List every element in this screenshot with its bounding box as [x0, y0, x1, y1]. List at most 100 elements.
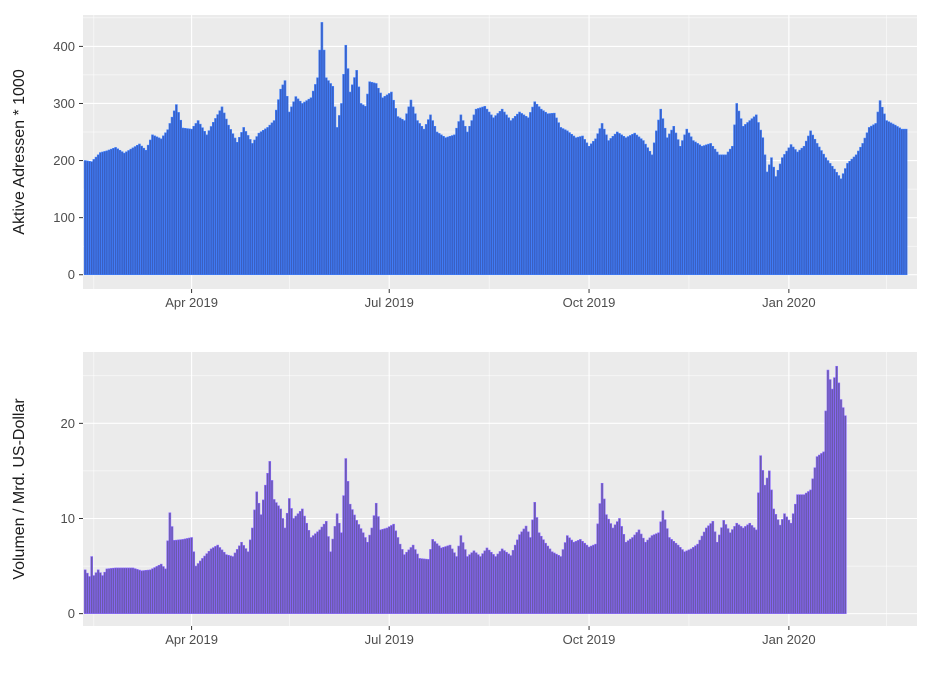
volume-bar	[209, 548, 213, 614]
volume-bar	[802, 494, 806, 614]
active-addresses-bar	[548, 113, 552, 276]
volume-bar	[229, 555, 232, 614]
active-addresses-bar	[846, 163, 849, 276]
active-addresses-bar	[659, 108, 662, 276]
volume-bar	[757, 492, 760, 614]
active-addresses-bar	[772, 166, 775, 276]
volume-bar	[518, 534, 521, 614]
volume-bar	[476, 554, 480, 614]
active-addresses-bar	[568, 132, 571, 276]
active-addresses-bar	[637, 136, 641, 276]
volume-bar	[702, 531, 706, 614]
active-addresses-bar	[185, 128, 189, 276]
volume-bar	[576, 540, 580, 614]
active-addresses-bar	[655, 130, 658, 276]
active-addresses-bar	[859, 146, 862, 276]
volume-bar	[86, 572, 89, 614]
active-addresses-bar	[470, 120, 474, 276]
volume-bar	[503, 550, 506, 614]
active-addresses-bar	[209, 126, 213, 276]
volume-bar	[605, 514, 608, 614]
active-addresses-x-tick-label: Apr 2019	[165, 295, 218, 310]
active-addresses-bar	[539, 108, 543, 276]
active-addresses-bar	[844, 168, 847, 276]
active-addresses-bar	[796, 151, 799, 276]
active-addresses-bars	[83, 22, 908, 276]
active-addresses-bar	[487, 111, 491, 276]
active-addresses-bar	[476, 108, 480, 276]
volume-bar	[609, 523, 613, 614]
active-addresses-bar	[337, 115, 341, 276]
active-addresses-bar	[592, 141, 595, 276]
volume-bar	[787, 519, 791, 614]
volume-bar	[450, 548, 454, 614]
volume-bar	[448, 544, 452, 614]
active-addresses-bar	[109, 148, 113, 276]
volume-bar	[463, 549, 467, 614]
active-addresses-bar	[831, 165, 834, 276]
active-addresses-bar	[218, 110, 222, 276]
active-addresses-bar	[96, 154, 100, 276]
volume-bar	[433, 541, 437, 614]
volume-bar	[820, 453, 823, 614]
active-addresses-bar	[294, 96, 298, 276]
volume-bar	[778, 524, 782, 614]
active-addresses-bar	[587, 145, 591, 276]
volume-bar	[275, 502, 278, 614]
volume-bar	[791, 513, 795, 614]
active-addresses-bar	[718, 154, 721, 276]
active-addresses-bar	[324, 77, 328, 276]
volume-bar	[418, 558, 421, 614]
volume-bar	[696, 543, 699, 614]
active-addresses-bar	[557, 122, 560, 276]
volume-bar	[783, 513, 786, 614]
volume-bar	[600, 482, 604, 614]
volume-bar	[629, 538, 632, 614]
volume-bar	[437, 545, 441, 614]
volume-bar	[685, 550, 689, 614]
active-addresses-bar	[544, 111, 547, 276]
volume-bar	[92, 575, 96, 614]
active-addresses-bar	[883, 113, 886, 276]
volume-bar	[644, 541, 647, 614]
volume-bar	[248, 539, 252, 614]
active-addresses-bar	[225, 118, 228, 276]
active-addresses-bar	[220, 106, 224, 276]
active-addresses-bar	[450, 135, 454, 276]
volume-bar	[270, 480, 274, 614]
active-addresses-bar	[281, 84, 285, 276]
active-addresses-y-tick-label: 400	[53, 39, 75, 54]
volume-bar	[118, 567, 122, 614]
volume-bar	[596, 523, 600, 614]
active-addresses-bar	[138, 143, 141, 276]
active-addresses-bar	[609, 138, 613, 276]
volume-bar	[694, 545, 697, 614]
volume-bar	[222, 551, 226, 614]
volume-bar	[318, 529, 322, 614]
volume-bar	[550, 551, 554, 614]
active-addresses-bar	[668, 133, 671, 276]
volume-bar	[602, 498, 606, 614]
volume-x-tick-label: Apr 2019	[165, 632, 218, 647]
volume-bar	[461, 542, 465, 614]
active-addresses-bar	[626, 136, 630, 276]
volume-bar	[683, 551, 686, 614]
volume-bar	[581, 541, 584, 614]
active-addresses-bar	[407, 106, 411, 276]
volume-bar	[348, 503, 352, 614]
volume-bar	[722, 520, 725, 614]
active-addresses-bar	[555, 117, 558, 276]
active-addresses-bar	[105, 150, 109, 276]
volume-bar	[231, 556, 235, 614]
volume-bars	[83, 365, 847, 614]
active-addresses-bar	[114, 147, 117, 276]
active-addresses-bar	[800, 147, 804, 276]
active-addresses-bar	[807, 135, 810, 276]
volume-bar	[835, 365, 838, 614]
volume-bar	[400, 549, 404, 614]
active-addresses-bar	[731, 145, 734, 276]
volume-bar	[398, 543, 402, 614]
active-addresses-bar	[118, 149, 122, 276]
volume-bar	[359, 528, 363, 614]
active-addresses-bar	[107, 149, 111, 276]
